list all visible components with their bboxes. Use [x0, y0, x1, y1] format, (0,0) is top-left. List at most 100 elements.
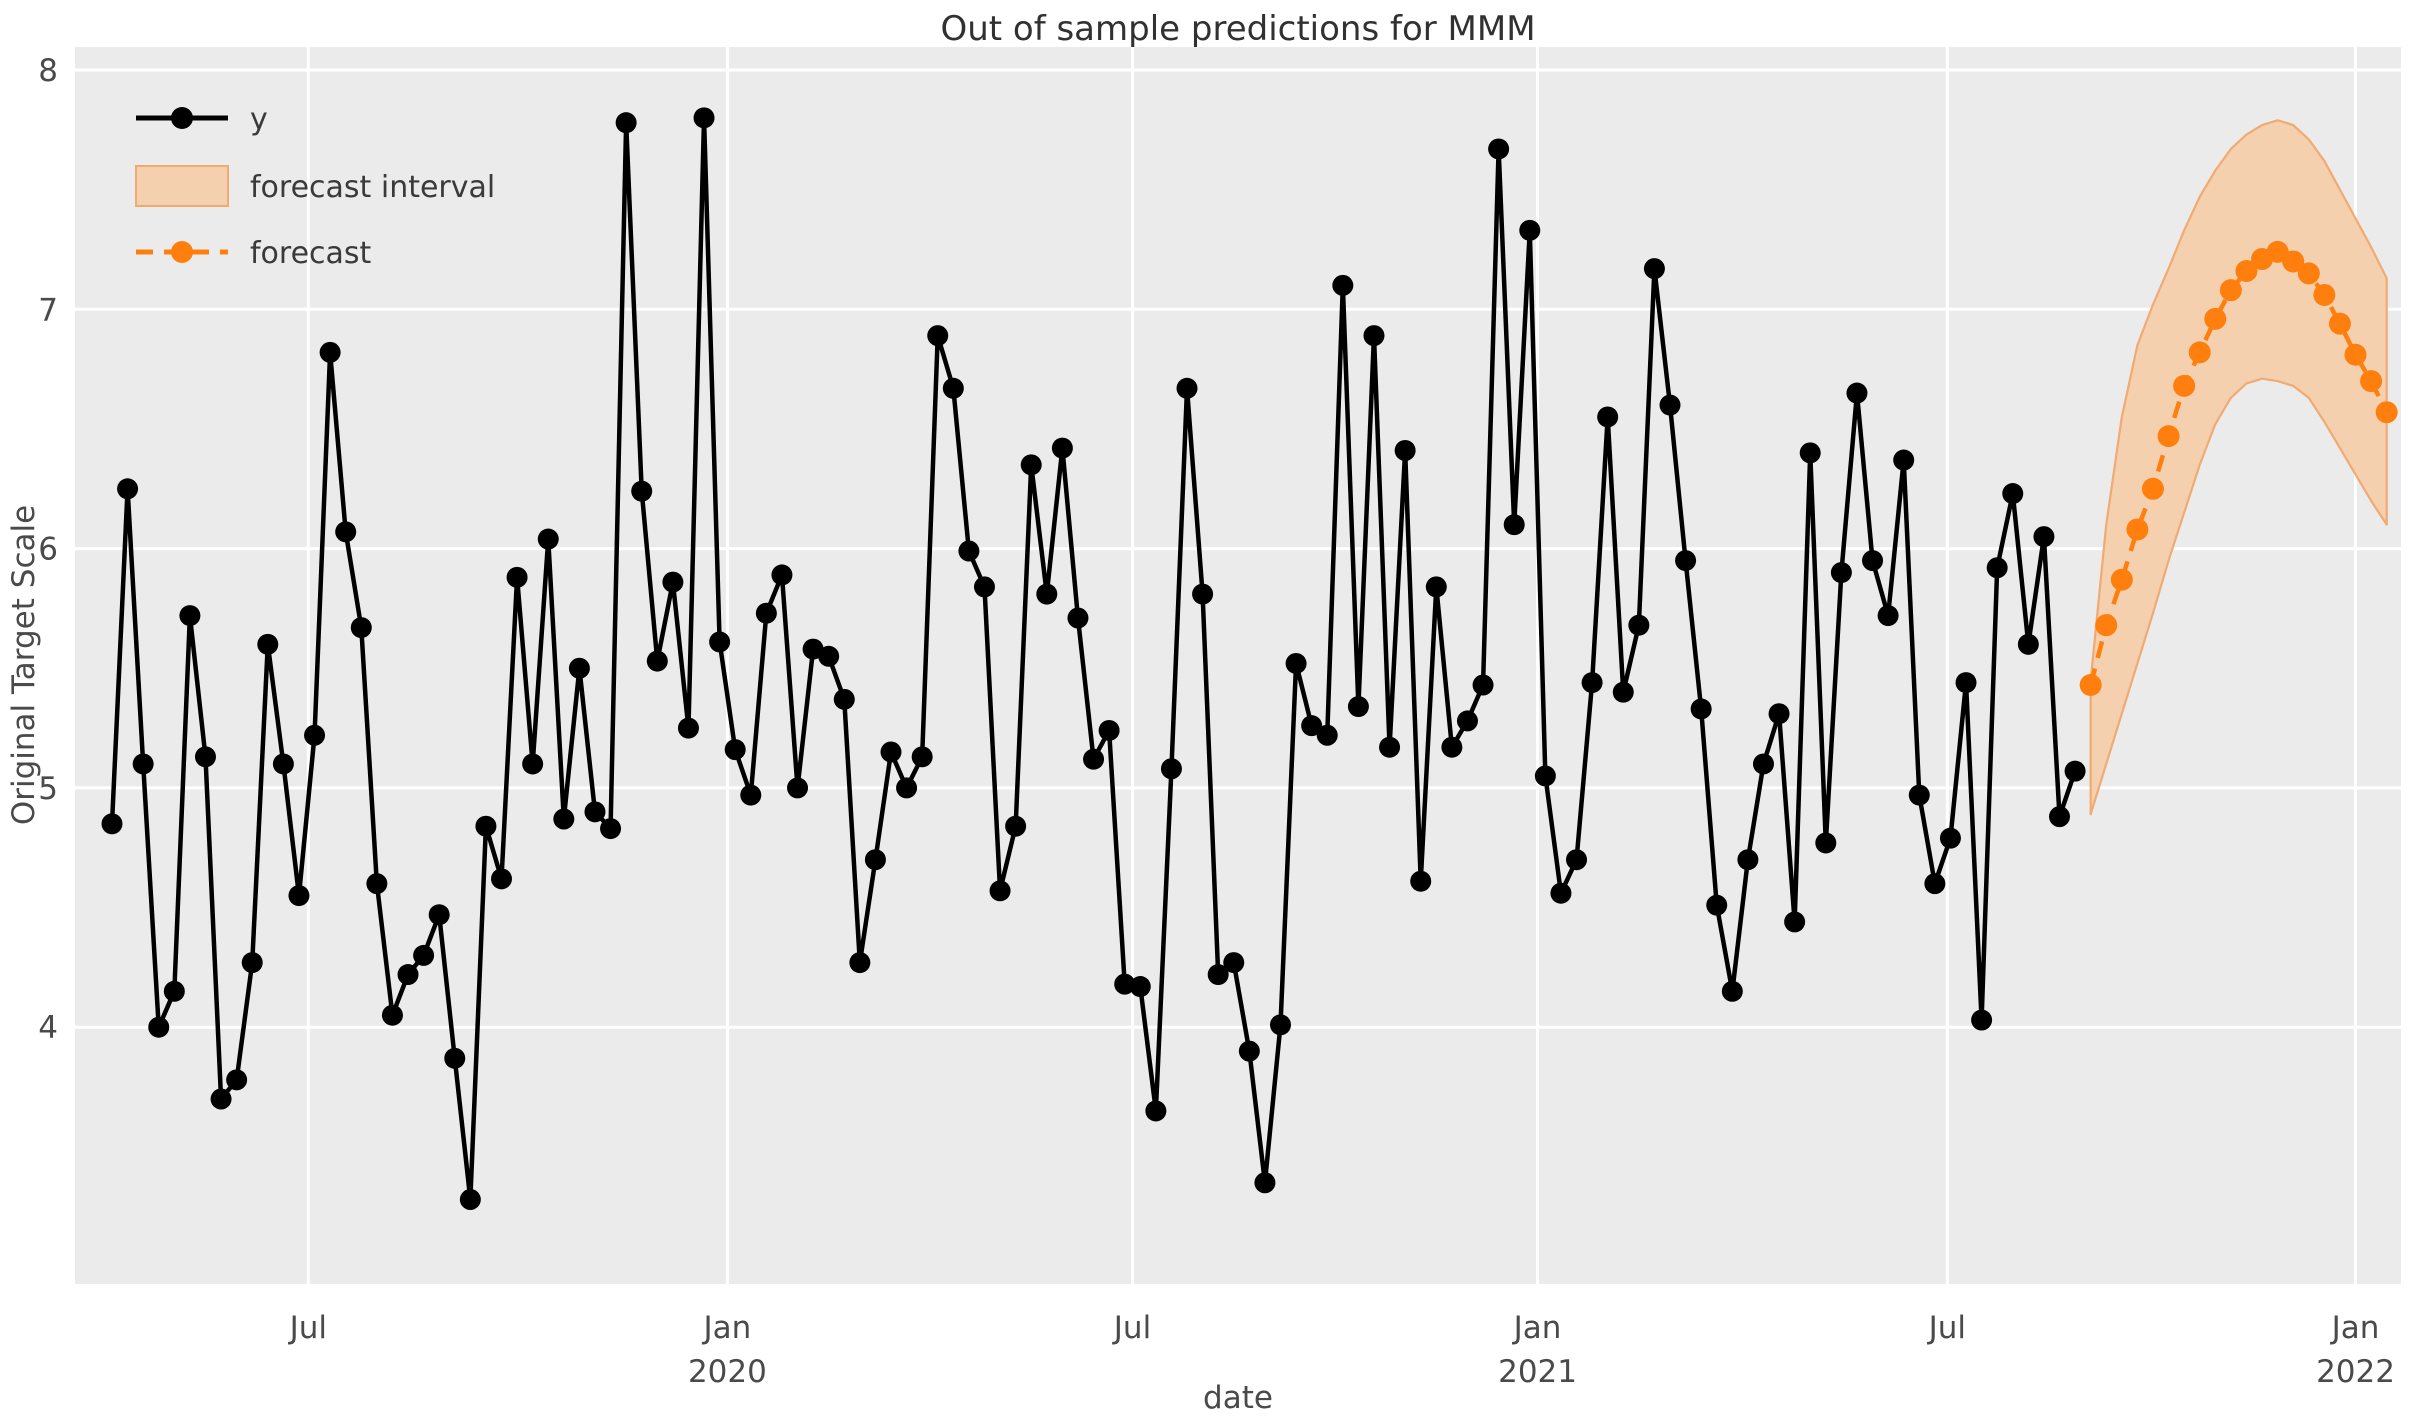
y-series-point [1908, 784, 1930, 806]
y-series-point [1020, 454, 1042, 476]
y-series-point [1675, 550, 1697, 572]
y-series-point [179, 605, 201, 627]
y-series-point [1534, 765, 1556, 787]
y-series-point [1519, 219, 1541, 241]
y-series-point [1254, 1172, 1276, 1194]
forecast-point [2235, 260, 2258, 283]
y-series-point [1394, 439, 1416, 461]
y-series-point [1410, 870, 1432, 892]
y-series-point [1830, 562, 1852, 584]
forecast-marker-swatch [171, 241, 193, 263]
y-series-point [148, 1016, 170, 1038]
y-series-point [1815, 832, 1837, 854]
y-tick-label: 7 [38, 292, 58, 328]
y-series-point [117, 478, 139, 500]
x-axis-label: date [1203, 1380, 1273, 1416]
y-series-point [1145, 1100, 1167, 1122]
forecast-point [2219, 279, 2242, 302]
y-series-point [1566, 849, 1588, 871]
y-series-point [911, 746, 933, 768]
y-series-point [1862, 550, 1884, 572]
legend-item-y: y [136, 102, 268, 137]
y-series-point [522, 753, 544, 775]
y-series-point [304, 724, 326, 746]
legend-label-forecast-interval: forecast interval [250, 170, 495, 205]
y-series-point [755, 602, 777, 624]
chart-title: Out of sample predictions for MMM [940, 9, 1535, 49]
legend-label-y: y [250, 102, 268, 137]
y-series-point [350, 617, 372, 639]
y-series-point [2049, 806, 2070, 828]
y-series-point [662, 571, 684, 593]
y-series-point [1503, 514, 1525, 536]
y-series-point [1207, 964, 1229, 986]
y-series-point [1192, 583, 1214, 605]
y-series-point [584, 801, 606, 823]
data-series [101, 107, 2398, 1210]
y-series-point [1643, 258, 1665, 280]
y-series-point [958, 540, 980, 562]
y-series-point [1893, 449, 1915, 471]
y-series-point [1223, 952, 1245, 974]
legend-label-forecast: forecast [250, 236, 372, 271]
y-series-point [942, 377, 964, 399]
forecast-point [2126, 518, 2149, 541]
y-series-point [1939, 827, 1961, 849]
forecast-point [2360, 370, 2383, 393]
y-series-point [1285, 652, 1307, 674]
y-series-point [506, 566, 528, 588]
y-series-point [1877, 605, 1899, 627]
x-tick-label: Jan [1512, 1310, 1562, 1346]
y-axis-label: Original Target Scale [6, 505, 42, 825]
axis-tick-labels: 4 5 6 7 8 Jul Jan 2020 Jul Jan 2021 Jul Jan 2022 [38, 53, 2395, 1390]
y-series-point [787, 777, 809, 799]
y-series-point [1597, 406, 1619, 428]
y-series-point [1160, 758, 1182, 780]
forecast-point [2173, 374, 2196, 397]
y-series-point [1472, 674, 1494, 696]
plot-area [75, 47, 2401, 1284]
y-series-point [802, 638, 824, 660]
y-series-point [163, 980, 185, 1002]
forecast-interval-patch-swatch [135, 165, 229, 207]
y-series-point [1612, 681, 1634, 703]
forecast-point [2095, 614, 2118, 637]
y-series-point [319, 341, 341, 363]
forecast-point [2110, 568, 2133, 591]
y-series-point [1456, 710, 1478, 732]
y-series-point [537, 528, 559, 550]
y-series-point [444, 1047, 466, 1069]
y-series-point [1986, 557, 2008, 579]
grid-lines [75, 47, 2401, 1284]
y-series-point [615, 112, 637, 134]
band-area [2089, 119, 2388, 816]
y-series-point [1176, 377, 1198, 399]
y-series-point [646, 650, 668, 672]
y-series-point [2064, 760, 2086, 782]
y-series-point [132, 753, 154, 775]
y-series-point [1301, 715, 1323, 737]
y-series-point [2017, 633, 2039, 655]
forecast-point [2282, 250, 2305, 273]
y-series-point [927, 325, 949, 347]
y-series-point [1581, 672, 1603, 694]
forecast-point [2141, 477, 2164, 500]
y-series-point [864, 849, 886, 871]
y-series-point [849, 952, 871, 974]
x-tick-label: Jul [1112, 1310, 1151, 1346]
y-series-point [1441, 736, 1463, 758]
y-series-point [1752, 753, 1774, 775]
y-series-point [880, 741, 902, 763]
y-series-point [475, 815, 497, 837]
y-series-point [366, 873, 388, 895]
y-series-point [1316, 724, 1338, 746]
y-series-point [1036, 583, 1058, 605]
y-series-point [288, 885, 310, 907]
y-series-point [568, 657, 590, 679]
y-series-point [210, 1088, 232, 1110]
y-series-point [1924, 873, 1946, 895]
y-series-point [2002, 483, 2024, 505]
y-series-point [896, 777, 918, 799]
